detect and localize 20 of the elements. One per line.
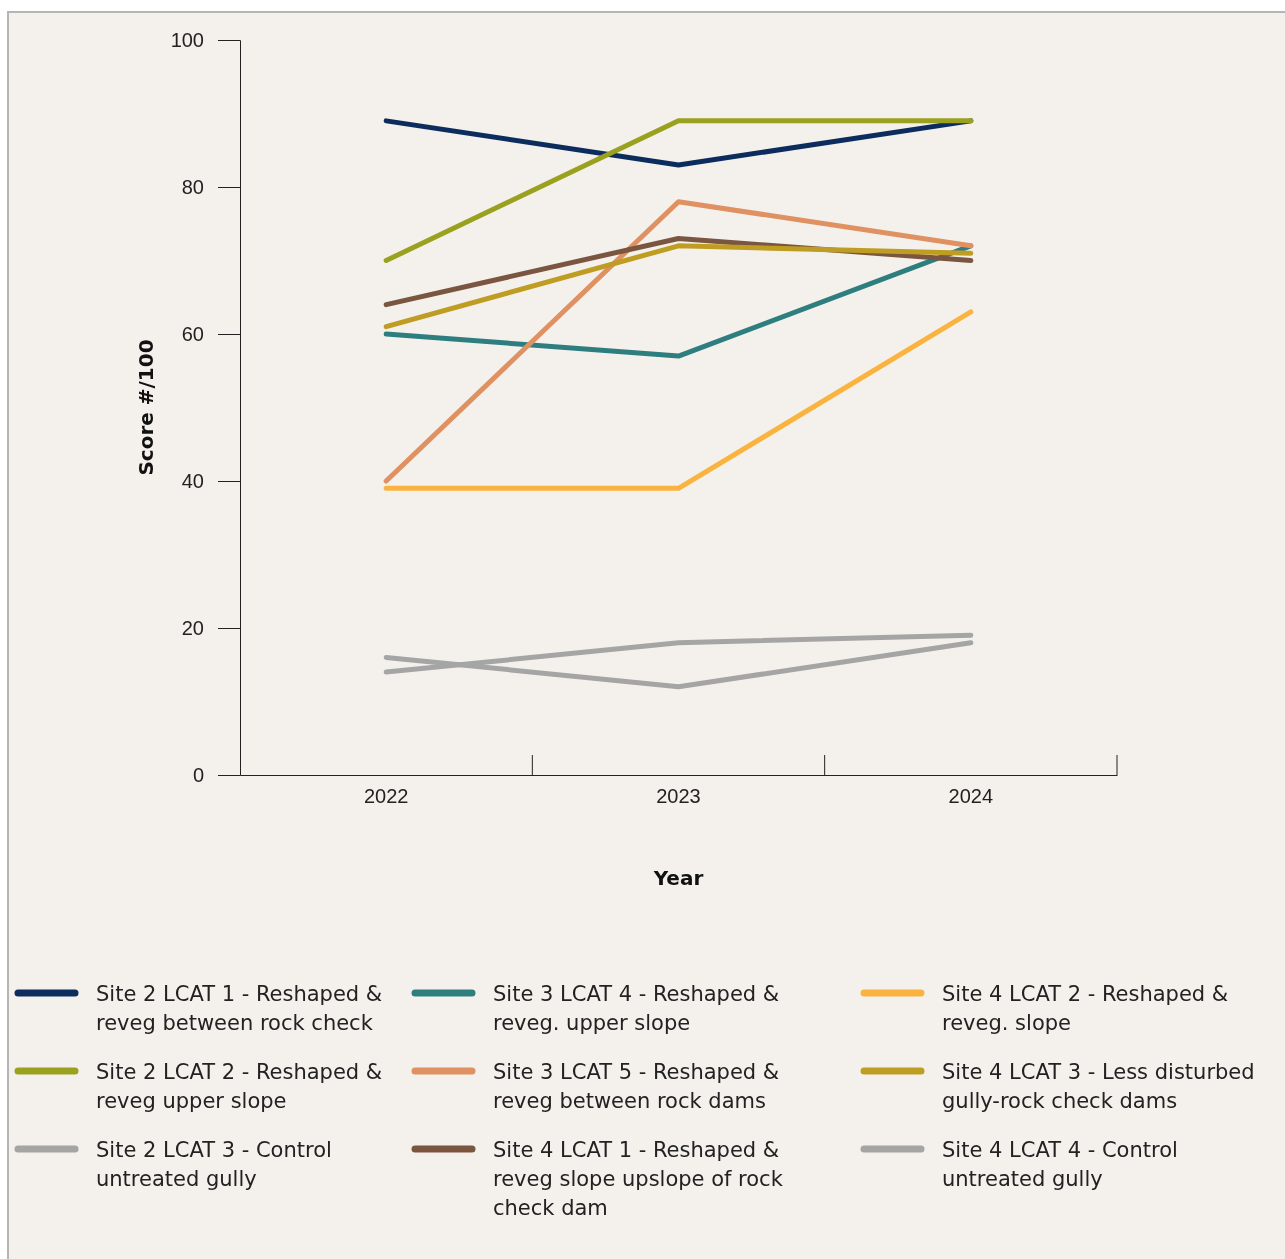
legend-label: Site 3 LCAT 5 - Reshaped & reveg between rock dams <box>493 1060 780 1113</box>
legend-label: Site 4 LCAT 1 - Reshaped & reveg slope upslope of rock check dam <box>493 1138 784 1220</box>
legend-label: Site 2 LCAT 3 - Control untreated gully <box>96 1138 332 1191</box>
y-tick-label: 100 <box>170 28 204 51</box>
y-tick-label: 20 <box>181 616 204 639</box>
legend-label: Site 4 LCAT 3 - Less disturbed gully-rock check dams <box>942 1060 1255 1113</box>
x-tick-label: 2024 <box>948 785 994 808</box>
legend-label: Site 2 LCAT 2 - Reshaped & reveg upper slope <box>96 1060 383 1113</box>
y-tick-label: 80 <box>181 175 204 198</box>
legend-label: Site 2 LCAT 1 - Reshaped & reveg between rock check <box>96 982 383 1035</box>
legend-label: Site 3 LCAT 4 - Reshaped & reveg. upper slope <box>493 982 780 1035</box>
y-tick-label: 60 <box>181 322 204 345</box>
y-tick-label: 0 <box>192 763 204 786</box>
x-tick-label: 2023 <box>656 785 701 808</box>
y-tick-label: 40 <box>181 469 204 492</box>
y-axis-title: Score #/100 <box>134 339 158 476</box>
x-axis-title: Year <box>652 866 704 890</box>
legend-label: Site 4 LCAT 2 - Reshaped & reveg. slope <box>942 982 1229 1035</box>
x-tick-label: 2022 <box>363 785 409 808</box>
legend-label: Site 4 LCAT 4 - Control untreated gully <box>942 1138 1178 1191</box>
